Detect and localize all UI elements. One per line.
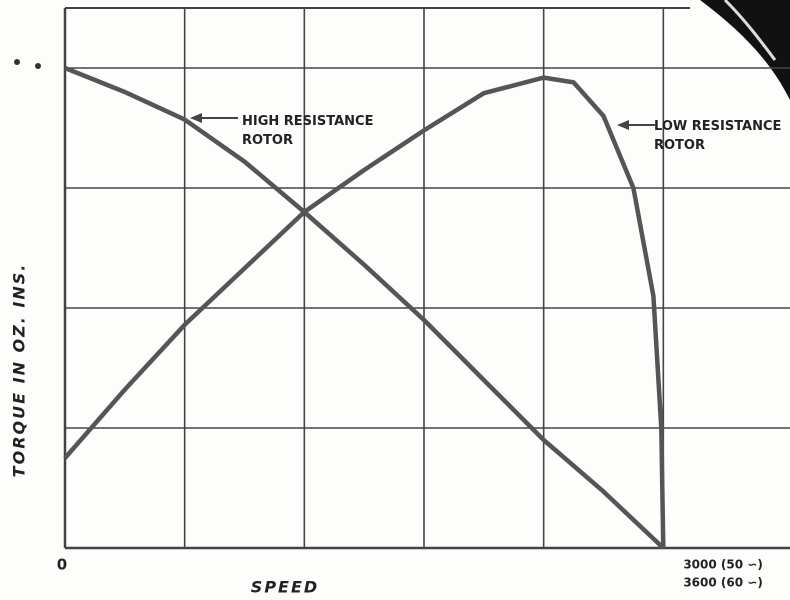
y-axis-label: TORQUE IN OZ. INS. (10, 263, 29, 478)
x-tick-label: 3000 (50 ∽) (683, 558, 762, 572)
dash-dot (14, 59, 20, 65)
series-label: HIGH RESISTANCE ROTOR (242, 112, 392, 150)
dash-dot (35, 63, 41, 69)
x-axis-label: SPEED (251, 578, 319, 597)
chart: TORQUE IN OZ. INS. SPEED 0 3000 (50 ∽) 360… (0, 0, 790, 600)
x-tick-label: 3600 (60 ∽) (683, 576, 762, 590)
x-tick-label: 0 (57, 556, 67, 574)
decoration (700, 0, 790, 100)
page: TORQUE IN OZ. INS. SPEED 0 3000 (50 ∽) 360… (0, 0, 790, 600)
series-label: LOW RESISTANCE ROTOR (654, 117, 790, 155)
